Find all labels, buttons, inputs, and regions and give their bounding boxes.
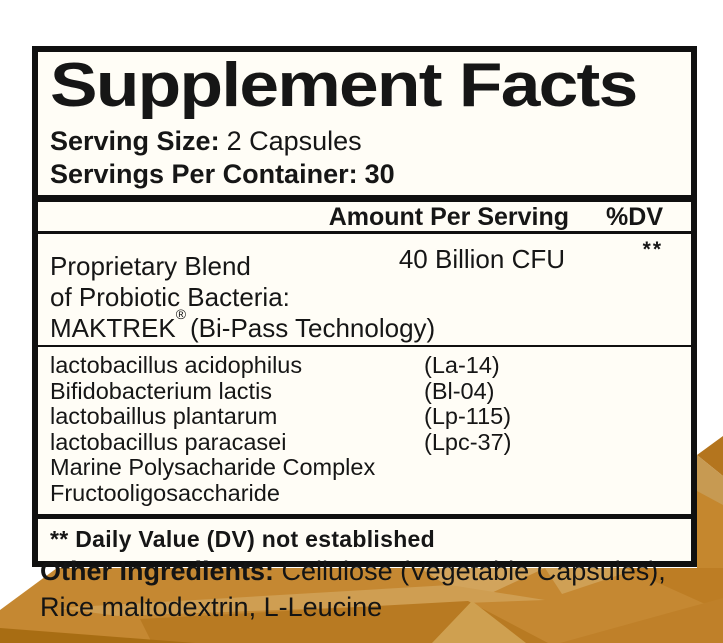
panel-title: Supplement Facts (50, 51, 638, 120)
bg-facet-right-mid (697, 491, 723, 570)
bg-facet-right-dark (697, 436, 723, 476)
servings-per-container-row: Servings Per Container: 30 (50, 158, 679, 191)
strain-row: Marine Polysacharide Complex (50, 454, 679, 481)
footnote-section: ** Daily Value (DV) not established (38, 519, 691, 553)
strain-list: lactobacillus acidophilus (La-14) Bifido… (50, 347, 679, 514)
strain-row: lactobacillus paracasei (Lpc-37) (50, 428, 679, 456)
rule-above-footnote (38, 514, 691, 519)
blend-brand: MAKTREK (50, 313, 176, 343)
strain-name: lactobaillus plantarum (50, 403, 278, 429)
serving-size-value: 2 Capsules (226, 126, 362, 156)
blend-name-line2: of Probiotic Bacteria: (50, 282, 290, 312)
proprietary-blend-row: Proprietary Blend of Probiotic Bacteria:… (50, 234, 679, 345)
strain-row: Bifidobacterium lactis (Bl-04) (50, 377, 679, 405)
strain-code: (La-14) (424, 352, 500, 378)
amount-per-serving-header: Amount Per Serving (328, 203, 570, 231)
bg-facet-fan (432, 601, 526, 643)
strain-name: Fructooligosaccharide (50, 479, 280, 506)
blend-name-line1: Proprietary Blend (50, 251, 251, 281)
strain-name: lactobacillus paracasei (50, 428, 287, 455)
bg-facet-stripe (58, 585, 545, 616)
other-ingredients: Other Ingredients: Cellulose (Vegetable … (40, 553, 700, 625)
serving-size-row: Serving Size: 2 Capsules (50, 125, 679, 158)
servings-value: 30 (364, 159, 395, 189)
strain-name: Bifidobacterium lactis (50, 377, 273, 404)
blend-amount-value: 40 Billion CFU (398, 244, 565, 274)
daily-value-footnote: ** Daily Value (DV) not established (50, 526, 435, 552)
blend-name-line3: MAKTREK® (Bi-Pass Technology) (50, 307, 679, 344)
strain-code: (Bl-04) (424, 377, 495, 404)
other-ingredients-value: Cellulose (Vegetable Capsules), (274, 556, 666, 586)
bg-facet-right-tri (625, 568, 723, 612)
strain-list-section: lactobacillus acidophilus (La-14) Bifido… (38, 347, 691, 514)
bg-facet-light-b (545, 568, 640, 594)
blend-dv-value: ** (642, 238, 663, 261)
serving-size-label: Serving Size: (50, 126, 220, 156)
rule-under-blend (38, 345, 691, 347)
strain-code: (Lp-115) (424, 403, 512, 429)
registered-trademark-symbol: ® (175, 306, 187, 322)
blend-section: Proprietary Blend of Probiotic Bacteria:… (38, 234, 691, 345)
other-ingredients-label: Other Ingredients: (40, 556, 275, 586)
rule-heavy-top (38, 195, 691, 202)
bg-facet-deep-left (0, 628, 195, 643)
bg-facet-corner (560, 598, 723, 643)
strain-row: lactobacillus acidophilus (La-14) (50, 352, 679, 379)
strain-row: Fructooligosaccharide (50, 479, 679, 507)
strain-code: (Lpc-37) (424, 428, 512, 455)
blend-technology: (Bi-Pass Technology) (190, 313, 436, 343)
strain-name: lactobacillus acidophilus (50, 352, 303, 378)
strain-row: lactobaillus plantarum (Lp-115) (50, 403, 679, 430)
servings-label: Servings Per Container: (50, 159, 358, 189)
table-header-row: Amount Per Serving %DV (38, 202, 691, 231)
other-ingredients-line2: Rice maltodextrin, L-Leucine (40, 592, 383, 622)
strain-name: Marine Polysacharide Complex (50, 454, 376, 480)
bg-facet-light-a (420, 568, 545, 602)
blend-name: Proprietary Blend of Probiotic Bacteria:… (50, 243, 679, 344)
bg-facet-right-tan (697, 455, 723, 507)
panel-content: Supplement Facts Serving Size: 2 Capsules… (38, 54, 691, 191)
percent-dv-header: %DV (606, 203, 663, 231)
other-ingredients-line1: Other Ingredients: Cellulose (Vegetable … (40, 556, 666, 586)
rule-under-header (38, 231, 691, 234)
supplement-facts-panel: Supplement Facts Serving Size: 2 Capsules… (32, 46, 697, 567)
